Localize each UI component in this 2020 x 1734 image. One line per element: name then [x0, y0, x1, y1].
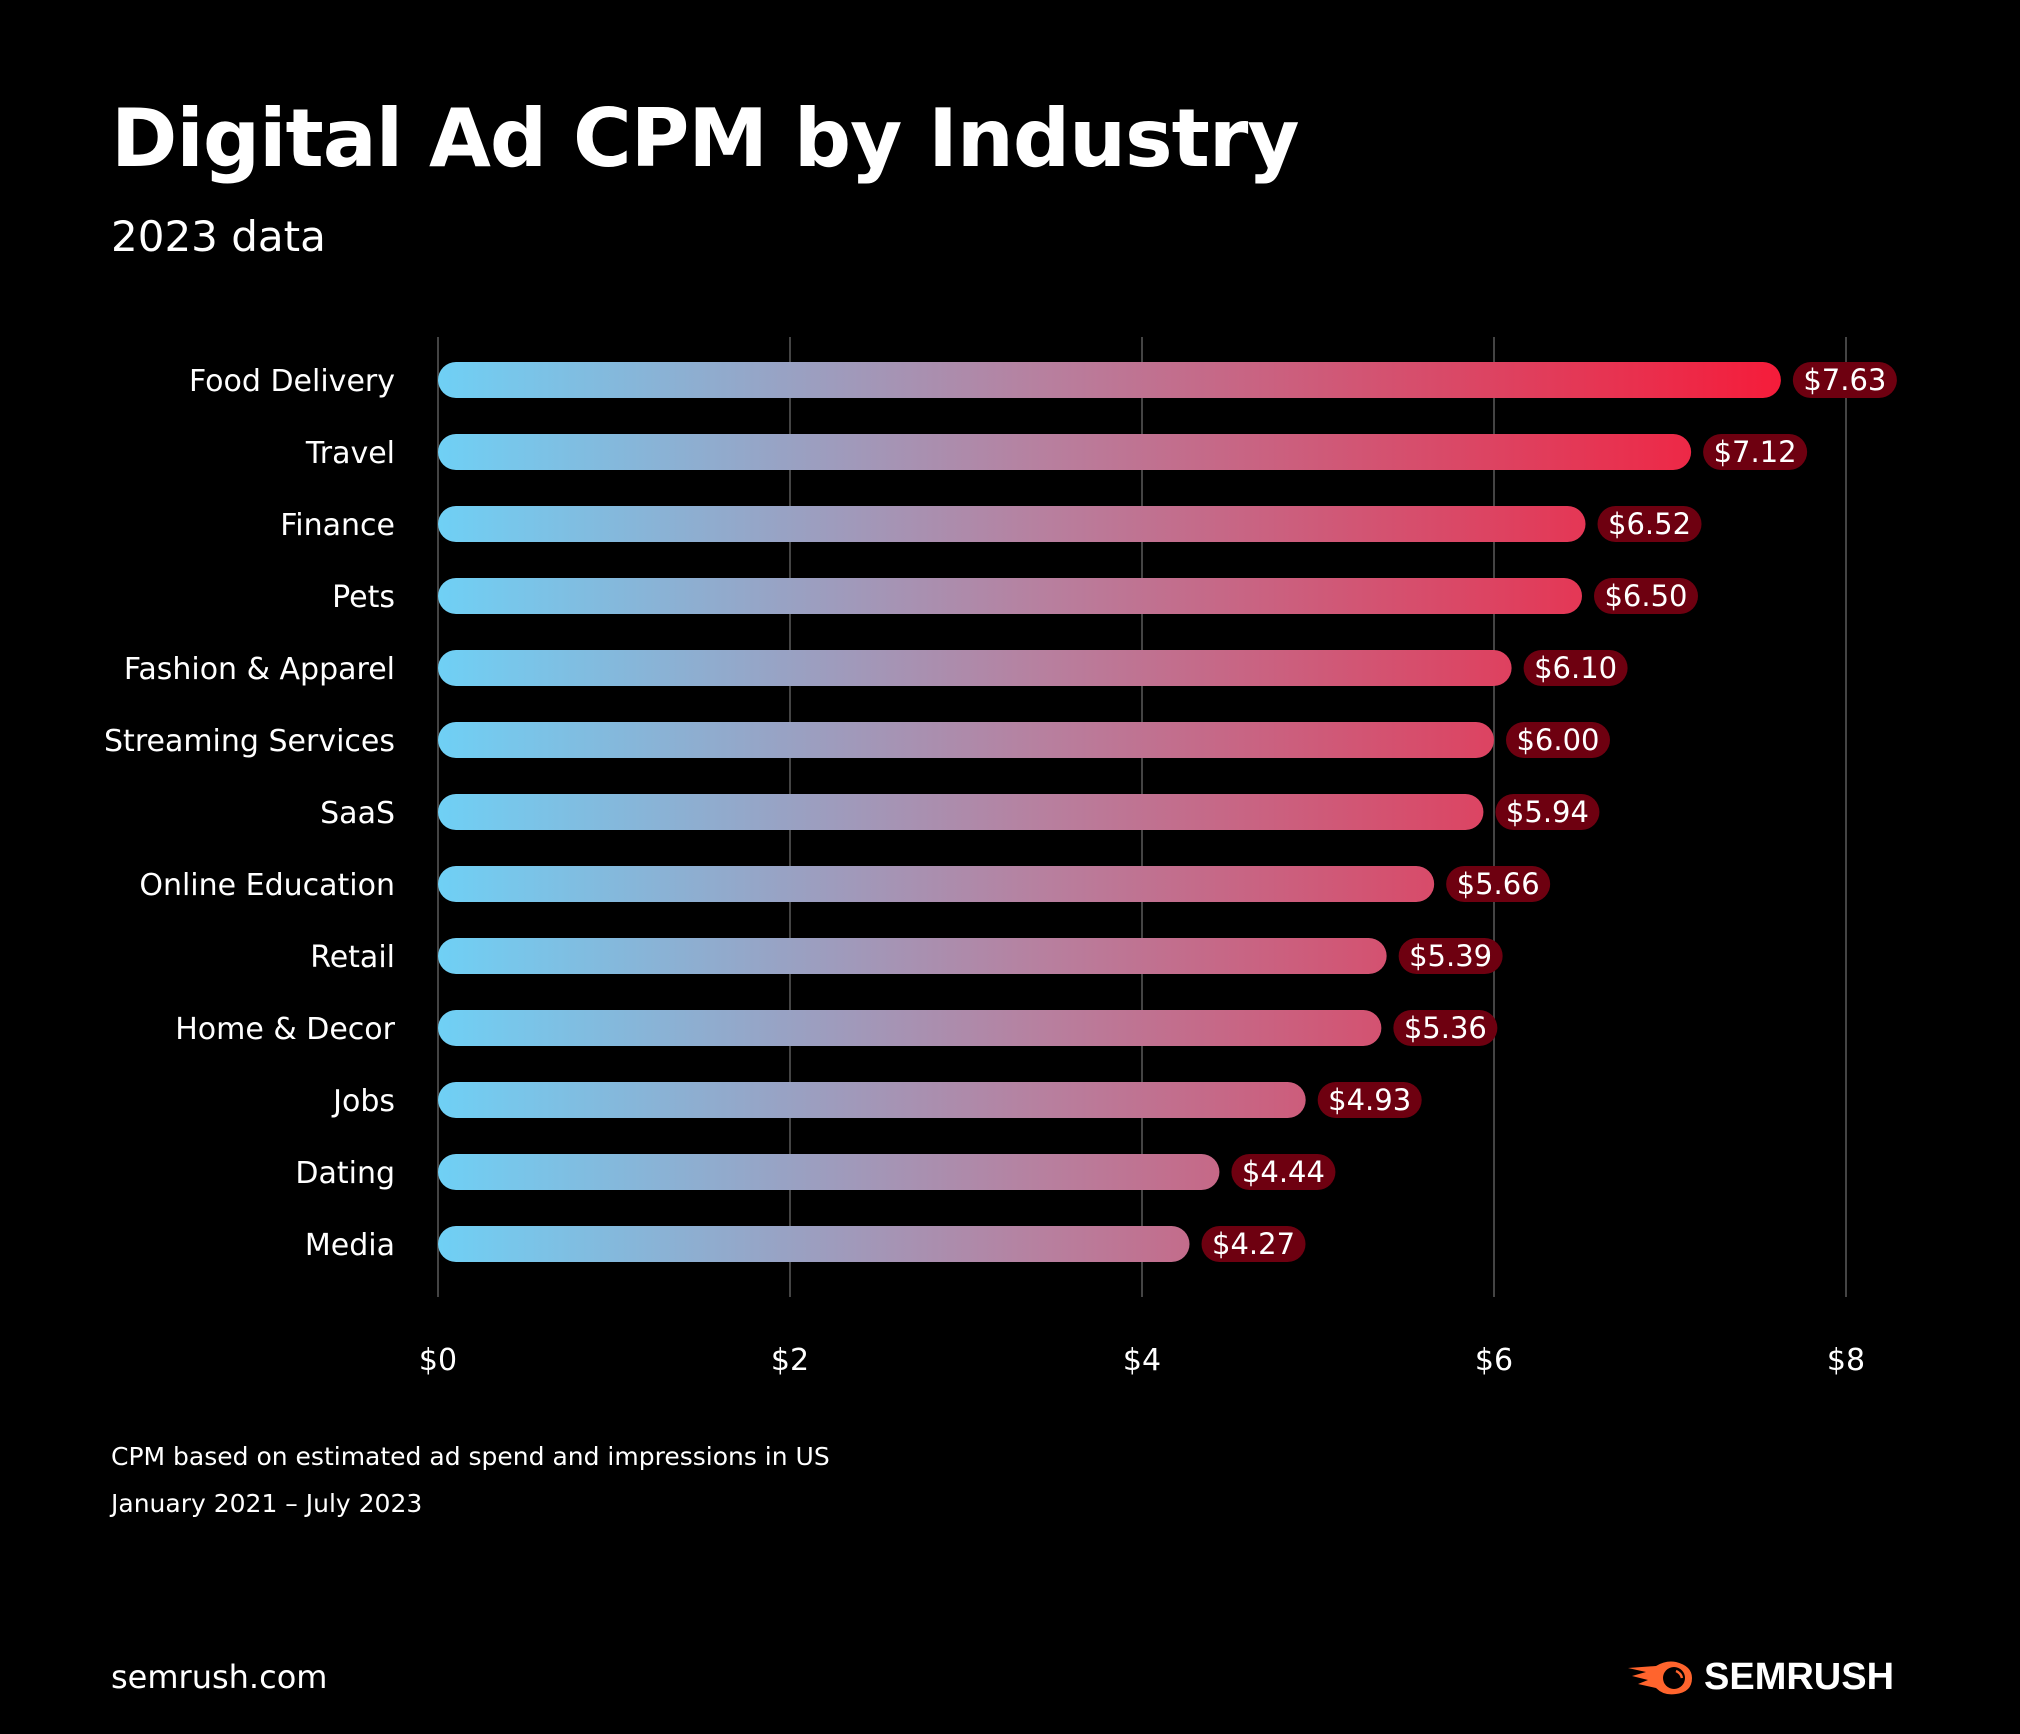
site-link[interactable]: semrush.com	[111, 1658, 328, 1696]
category-label: SaaS	[320, 796, 395, 831]
category-label: Jobs	[331, 1084, 395, 1119]
footnote-period: January 2021 – July 2023	[111, 1489, 423, 1518]
data-label-pill	[1393, 1010, 1498, 1046]
category-label: Finance	[280, 508, 395, 543]
page-subtitle: 2023 data	[111, 212, 326, 261]
semrush-fireball-icon	[1628, 1661, 1692, 1694]
bar	[438, 434, 1692, 470]
data-label-pill	[1231, 1154, 1336, 1190]
data-label: $6.00	[1516, 723, 1599, 757]
data-label-pill	[1398, 938, 1503, 974]
data-label: $4.27	[1212, 1227, 1295, 1261]
data-label: $5.66	[1457, 867, 1540, 901]
x-tick-label: $4	[1123, 1343, 1161, 1378]
data-label: $5.39	[1409, 939, 1492, 973]
data-label: $4.93	[1328, 1083, 1411, 1117]
data-label: $6.52	[1608, 507, 1691, 541]
data-label-pill	[1594, 578, 1698, 614]
bar	[438, 866, 1435, 902]
data-label-pill	[1703, 434, 1808, 470]
footnote-method: CPM based on estimated ad spend and impr…	[111, 1442, 830, 1471]
bar	[438, 1226, 1190, 1262]
data-label: $5.36	[1404, 1011, 1487, 1045]
data-label: $5.94	[1506, 795, 1589, 829]
data-label: $6.10	[1534, 651, 1617, 685]
data-label: $6.50	[1604, 579, 1687, 613]
bar	[438, 578, 1582, 614]
category-label: Food Delivery	[189, 364, 395, 399]
data-label-pill	[1201, 1226, 1306, 1262]
category-label: Online Education	[139, 868, 395, 903]
bar	[438, 362, 1781, 398]
page-title: Digital Ad CPM by Industry	[111, 92, 1300, 185]
category-label: Pets	[332, 580, 395, 615]
data-label-pill	[1317, 1082, 1422, 1118]
bar	[438, 1010, 1382, 1046]
bar	[438, 794, 1484, 830]
bar	[438, 1154, 1220, 1190]
x-tick-label: $2	[771, 1343, 809, 1378]
data-label-pill	[1506, 722, 1610, 758]
bar	[438, 938, 1387, 974]
category-label: Retail	[310, 940, 395, 975]
x-tick-label: $0	[419, 1343, 457, 1378]
x-tick-label: $8	[1827, 1343, 1865, 1378]
category-label: Home & Decor	[175, 1012, 395, 1047]
data-label: $4.44	[1242, 1155, 1325, 1189]
data-label: $7.63	[1803, 363, 1886, 397]
category-label: Fashion & Apparel	[124, 652, 395, 687]
logo-text: SEMRUSH	[1704, 1656, 1895, 1698]
x-tick-label: $6	[1475, 1343, 1513, 1378]
category-label: Streaming Services	[104, 724, 395, 759]
data-label-pill	[1495, 794, 1600, 830]
data-label-pill	[1792, 362, 1897, 398]
bar	[438, 722, 1494, 758]
bar	[438, 1082, 1306, 1118]
semrush-logo: SEMRUSH	[1626, 1656, 1894, 1699]
data-label: $7.12	[1714, 435, 1797, 469]
data-label-pill	[1446, 866, 1551, 902]
bar	[438, 506, 1586, 542]
category-label: Media	[305, 1228, 395, 1263]
data-label-pill	[1523, 650, 1628, 686]
category-label: Dating	[295, 1156, 395, 1191]
bar	[438, 650, 1512, 686]
category-label: Travel	[305, 436, 395, 471]
data-label-pill	[1597, 506, 1702, 542]
